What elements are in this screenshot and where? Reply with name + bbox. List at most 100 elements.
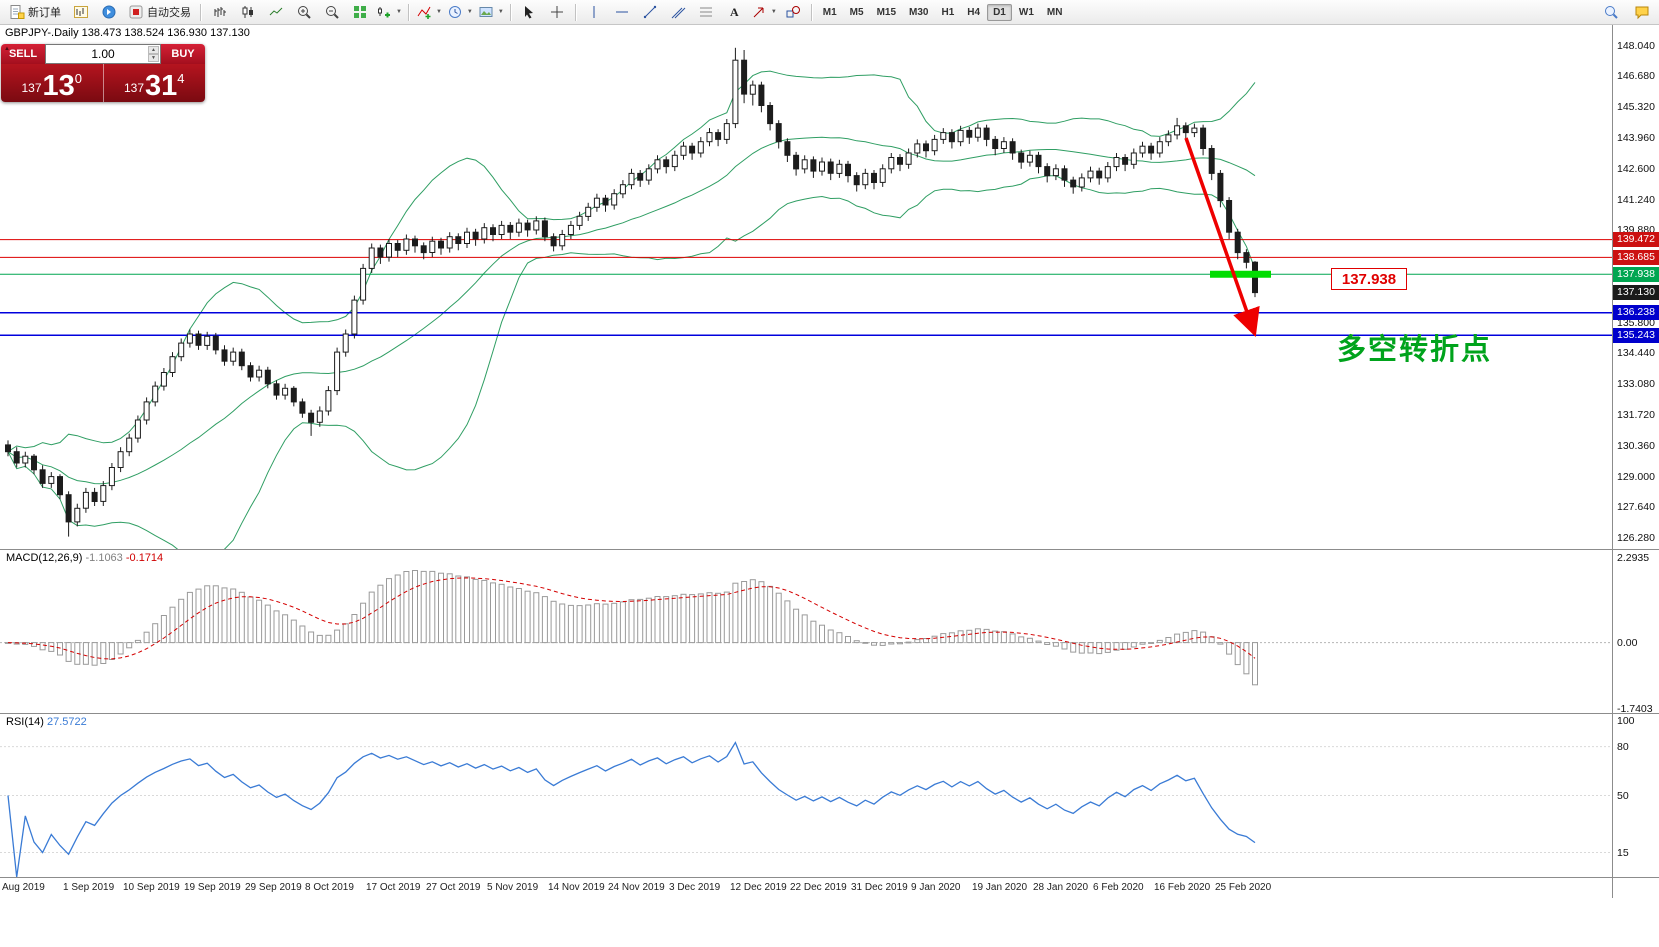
sell-price-base: 137	[21, 81, 42, 95]
clock-icon	[448, 6, 461, 18]
volume-spinner[interactable]: ▲ ▼	[148, 46, 159, 62]
volume-input[interactable]: 1.00 ▲ ▼	[45, 44, 161, 64]
date-label: 28 Jan 2020	[1033, 882, 1089, 893]
shapes-tool-button[interactable]	[780, 2, 807, 22]
price-tick: 127.640	[1617, 501, 1655, 513]
channel-icon	[671, 7, 686, 19]
buy-button[interactable]: BUY	[161, 44, 205, 64]
sell-price-button[interactable]: 137 13 0	[1, 64, 103, 102]
rsi-panel[interactable]	[0, 714, 1612, 877]
profile-icon	[102, 5, 115, 19]
main-price-chart[interactable]	[0, 24, 1612, 549]
macd-axis-label: -1.7403	[1617, 703, 1653, 715]
price-badge: 135.243	[1613, 328, 1659, 343]
vertical-line-tool-button[interactable]	[581, 2, 608, 22]
profiles-button[interactable]	[95, 2, 122, 22]
macd-panel[interactable]	[0, 550, 1612, 713]
date-label: 25 Feb 2020	[1215, 882, 1272, 893]
rsi-axis-label: 100	[1617, 715, 1635, 727]
timeframe-toolbar: M1 M5 M15 M30 H1 H4 D1 W1 MN	[817, 3, 1069, 21]
trendline-tool-button[interactable]	[637, 2, 664, 22]
timeframe-H1[interactable]: H1	[941, 6, 955, 18]
sell-price-pip: 0	[74, 71, 83, 86]
bar-chart-button[interactable]	[206, 2, 233, 22]
arrow-tool-icon	[753, 7, 764, 18]
arrows-tool-button[interactable]: ▼	[749, 2, 779, 22]
date-label: 8 Oct 2019	[305, 882, 354, 893]
community-chat-button[interactable]	[1628, 2, 1655, 22]
toolbar-separator	[509, 3, 512, 21]
tile-windows-button[interactable]	[346, 2, 373, 22]
toolbar-separator	[574, 3, 577, 21]
timeframe-M1[interactable]: M1	[822, 6, 837, 18]
timeframe-M30[interactable]: M30	[909, 6, 929, 18]
date-label: 14 Nov 2019	[548, 882, 605, 893]
sell-button[interactable]: SELL	[1, 44, 45, 64]
new-order-label: 新订单	[28, 7, 61, 19]
new-order-button[interactable]: 新订单	[4, 2, 66, 22]
zoom-out-button[interactable]	[318, 2, 345, 22]
new-chart-button[interactable]: ▼	[374, 2, 404, 22]
price-badge: 139.472	[1613, 232, 1659, 247]
text-tool-button[interactable]: A	[721, 2, 748, 22]
horizontal-line-tool-button[interactable]	[609, 2, 636, 22]
timeframe-MN[interactable]: MN	[1046, 6, 1063, 18]
new-chart-icon	[378, 7, 390, 18]
buy-price-pip: 4	[177, 71, 185, 86]
buy-price-button[interactable]: 137 31 4	[104, 64, 206, 102]
charts-button[interactable]	[67, 2, 94, 22]
indicators-icon	[417, 6, 431, 19]
search-button[interactable]	[1597, 2, 1624, 22]
toolbar: 新订单 自动交易 ▼ ▼ ▼ ▼ A ▼ M1 M5 M15 M30 H1 H4 D1 W1	[0, 0, 1659, 25]
dropdown-caret-icon: ▼	[466, 9, 473, 15]
date-label: 19 Jan 2020	[972, 882, 1028, 893]
price-tick: 126.280	[1617, 532, 1655, 544]
cursor-tool-button[interactable]	[516, 2, 543, 22]
chart-window-icon	[73, 6, 88, 18]
macd-main-value: -1.1063	[85, 552, 123, 564]
collapse-panel-icon[interactable]: ▲	[4, 46, 10, 52]
candlestick-chart-button[interactable]	[234, 2, 261, 22]
price-tick: 130.360	[1617, 440, 1655, 452]
date-label: 29 Sep 2019	[245, 882, 302, 893]
rsi-axis-label: 15	[1617, 847, 1629, 859]
price-tick: 148.040	[1617, 40, 1655, 52]
date-label: Aug 2019	[2, 882, 45, 893]
timeframe-W1[interactable]: W1	[1018, 6, 1034, 18]
spinner-down-icon[interactable]: ▼	[148, 54, 159, 62]
toolbar-separator	[407, 3, 410, 21]
macd-axis-label: 2.2935	[1617, 552, 1650, 564]
line-chart-button[interactable]	[262, 2, 289, 22]
macd-signal-value: -0.1714	[125, 552, 164, 564]
text-tool-icon: A	[729, 4, 739, 19]
spinner-up-icon[interactable]: ▲	[148, 46, 159, 54]
fibonacci-tool-button[interactable]	[693, 2, 720, 22]
indicators-button[interactable]: ▼	[414, 2, 444, 22]
rsi-current-value: 27.5722	[46, 716, 87, 728]
zoom-in-button[interactable]	[290, 2, 317, 22]
date-axis: Aug 2019 1 Sep 2019 10 Sep 2019 19 Sep 2019…	[0, 878, 1612, 898]
timeframe-H4[interactable]: H4	[967, 6, 981, 18]
crosshair-icon	[551, 6, 564, 18]
panel-separator[interactable]	[0, 713, 1659, 714]
channel-tool-button[interactable]	[665, 2, 692, 22]
autotrading-button[interactable]: 自动交易	[123, 2, 196, 22]
price-axis: 148.040 146.680 145.320 143.960 142.600 141.2…	[1613, 24, 1659, 898]
buy-price-base: 137	[123, 81, 145, 95]
macd-indicator-label: MACD(12,26,9) -1.1063 -0.1714	[6, 552, 163, 564]
timeframe-M5[interactable]: M5	[849, 6, 864, 18]
price-tick: 145.320	[1617, 101, 1655, 113]
autotrading-icon	[129, 5, 143, 19]
templates-button[interactable]: ▼	[476, 2, 506, 22]
panel-separator[interactable]	[0, 549, 1659, 550]
date-label: 19 Sep 2019	[184, 882, 241, 893]
price-axis-border	[1612, 24, 1613, 898]
toolbar-right-group	[1597, 2, 1655, 22]
timeframe-M15[interactable]: M15	[876, 6, 897, 18]
periods-button[interactable]: ▼	[445, 2, 475, 22]
timeframe-D1[interactable]: D1	[987, 3, 1012, 21]
crosshair-tool-button[interactable]	[544, 2, 571, 22]
price-tick: 131.720	[1617, 409, 1655, 421]
chart-window[interactable]: 148.040 146.680 145.320 143.960 142.600 141.2…	[0, 24, 1659, 947]
